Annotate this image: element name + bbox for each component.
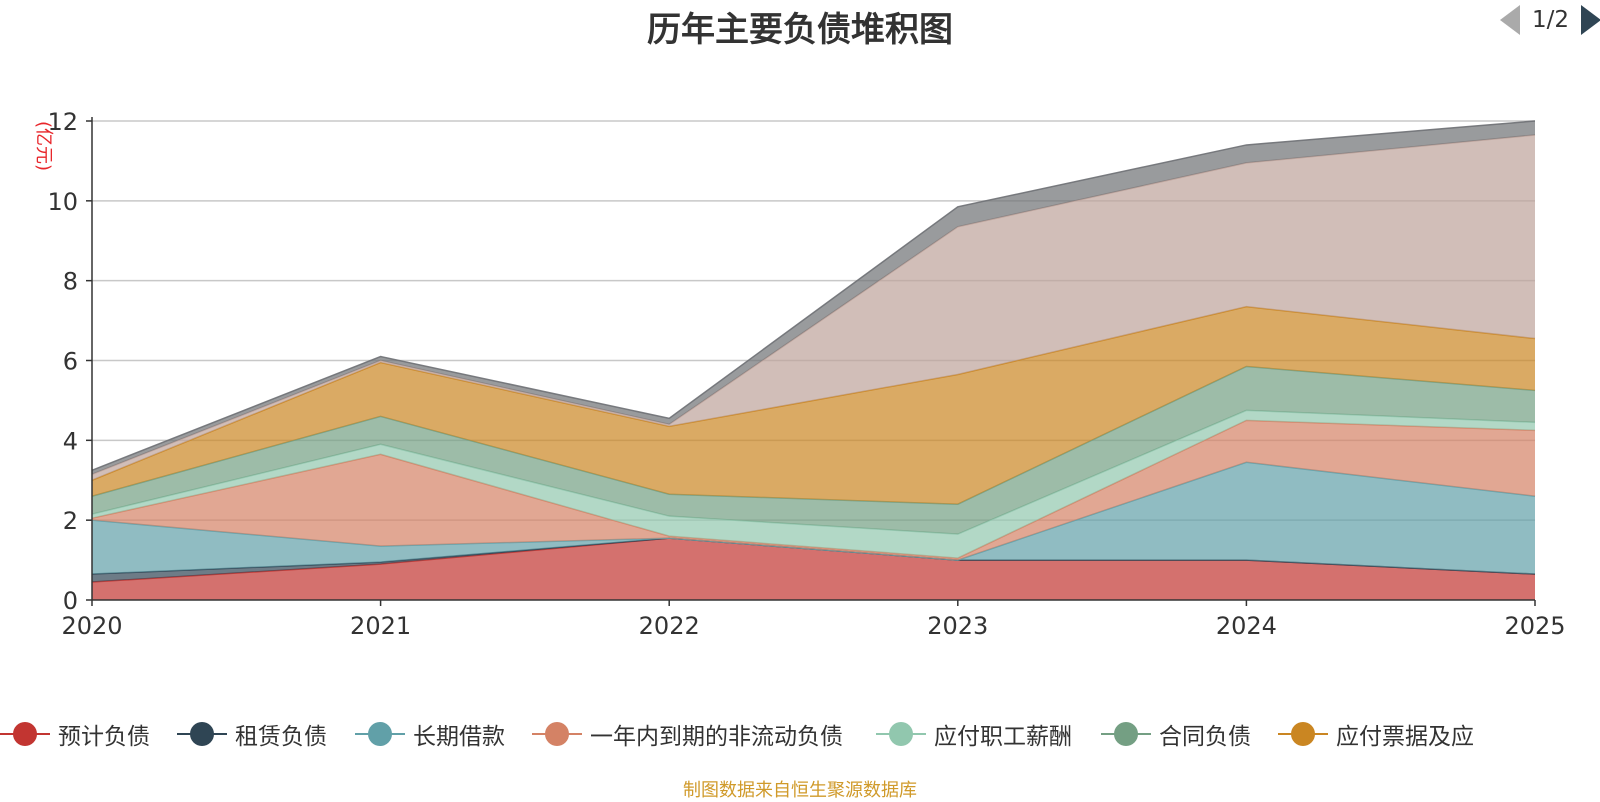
legend-label: 合同负债	[1159, 724, 1251, 750]
x-tick-label: 2022	[639, 612, 700, 640]
y-tick-label: 8	[63, 268, 78, 296]
area-series-6[interactable]	[92, 306, 1535, 505]
legend-item[interactable]: 应付职工薪酬	[876, 714, 1072, 754]
legend-label: 预计负债	[58, 724, 150, 750]
x-tick-label: 2023	[927, 612, 988, 640]
y-axis-unit-label: (亿元)	[33, 121, 54, 171]
legend: 预计负债 租赁负债 长期借款 一年内到期的非流动负债 应付职工薪酬 合同负债 应付票据及应	[0, 714, 1600, 754]
x-tick-label: 2024	[1216, 612, 1277, 640]
legend-label: 应付职工薪酬	[934, 724, 1072, 750]
area-series-4[interactable]	[92, 410, 1535, 559]
y-tick-label: 6	[63, 348, 78, 376]
chart-title: 历年主要负债堆积图	[647, 10, 953, 50]
y-tick-label: 0	[63, 587, 78, 615]
y-tick-label: 12	[47, 108, 78, 136]
legend-marker-icon	[0, 719, 50, 749]
series-line-7	[91, 134, 1536, 475]
legend-marker-icon	[1101, 719, 1151, 749]
series-line-8	[91, 120, 1536, 471]
x-tick-label: 2020	[61, 612, 122, 640]
area-series	[91, 120, 1536, 600]
legend-marker-icon	[177, 719, 227, 749]
legend-label: 租赁负债	[235, 724, 327, 750]
legend-page-indicator: 1/2	[1532, 7, 1570, 33]
x-tick-label: 2025	[1504, 612, 1565, 640]
legend-marker-icon	[1278, 719, 1328, 749]
area-series-2[interactable]	[92, 462, 1535, 575]
y-tick-label: 4	[63, 427, 78, 455]
legend-marker-icon	[876, 719, 926, 749]
triangle-right-icon[interactable]	[1581, 5, 1600, 35]
legend-item[interactable]: 合同负债	[1101, 714, 1251, 754]
legend-marker-icon	[532, 719, 582, 749]
legend-pager: 1/2	[1500, 0, 1600, 40]
legend-item[interactable]: 租赁负债	[177, 714, 327, 754]
legend-item[interactable]: 一年内到期的非流动负债	[532, 714, 843, 754]
y-tick-label: 10	[47, 188, 78, 216]
area-series-5[interactable]	[92, 366, 1535, 535]
legend-label: 一年内到期的非流动负债	[590, 724, 843, 750]
legend-label: 长期借款	[413, 724, 505, 750]
x-tick-label: 2021	[350, 612, 411, 640]
legend-item[interactable]: 预计负债	[0, 714, 150, 754]
triangle-left-icon[interactable]	[1500, 5, 1520, 35]
legend-item[interactable]: 长期借款	[355, 714, 505, 754]
area-series-7[interactable]	[92, 134, 1535, 481]
y-tick-label: 2	[63, 507, 78, 535]
axes: 0 2 4 6 8 10 12 2020 2021 2022 2023 2024 2025	[47, 108, 1565, 640]
legend-item[interactable]: 应付票据及应	[1278, 714, 1474, 754]
legend-label: 应付票据及应	[1336, 724, 1474, 750]
legend-marker-icon	[355, 719, 405, 749]
source-note: 制图数据来自恒生聚源数据库	[683, 780, 917, 801]
area-series-0[interactable]	[92, 538, 1535, 600]
